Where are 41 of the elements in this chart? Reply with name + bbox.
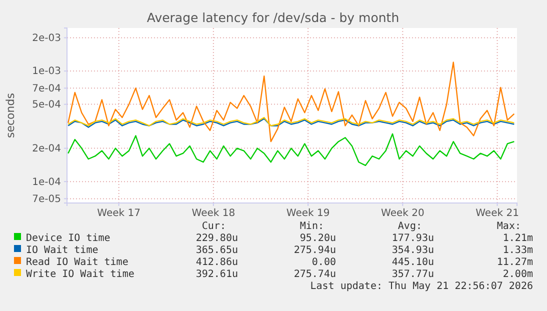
text: 0.00 bbox=[312, 257, 336, 268]
y-tick-label: 7e-04 bbox=[32, 83, 61, 94]
y-tick-label: 7e-05 bbox=[32, 194, 61, 205]
text: 357.77u bbox=[392, 269, 434, 280]
y-axis-title: seconds bbox=[4, 92, 17, 138]
text: 177.93u bbox=[392, 233, 434, 244]
text: 2.00m bbox=[502, 269, 533, 280]
line-series bbox=[68, 133, 515, 166]
text: 95.20u bbox=[300, 233, 336, 244]
text: Min: bbox=[300, 221, 324, 232]
y-tick-label: 2e-04 bbox=[32, 143, 61, 154]
text: Max: bbox=[496, 221, 521, 232]
legend-label: IO Wait time bbox=[26, 245, 98, 256]
text: 1.33m bbox=[502, 245, 533, 256]
line-series bbox=[68, 62, 515, 142]
y-tick-label: 1e-03 bbox=[32, 66, 61, 78]
legend-label: Read IO Wait time bbox=[26, 257, 128, 268]
text: Last update: Thu May 21 22:56:07 2026 bbox=[310, 281, 533, 292]
y-tick-label: 2e-03 bbox=[32, 32, 61, 44]
y-tick-label: 1e-04 bbox=[32, 176, 61, 188]
text: 412.86u bbox=[196, 257, 238, 268]
text: 1.21m bbox=[502, 233, 533, 244]
chart-title: Average latency for /dev/sda - by month bbox=[146, 10, 400, 25]
text: 275.94u bbox=[294, 245, 336, 256]
x-tick-label: Week 19 bbox=[286, 208, 330, 220]
text: 275.74u bbox=[294, 269, 336, 280]
text: 392.61u bbox=[196, 269, 238, 280]
text: 229.80u bbox=[196, 233, 238, 244]
legend-label: Device IO time bbox=[26, 233, 110, 244]
text: 445.10u bbox=[392, 257, 434, 268]
text: Avg: bbox=[398, 221, 422, 232]
text: 354.93u bbox=[392, 245, 434, 256]
x-tick-label: Week 18 bbox=[192, 208, 236, 220]
legend-label: Write IO Wait time bbox=[26, 269, 134, 280]
x-tick-label: Week 20 bbox=[381, 208, 424, 220]
text: Cur: bbox=[202, 221, 226, 232]
x-tick-label: Week 21 bbox=[476, 208, 519, 220]
x-tick-label: Week 17 bbox=[97, 208, 140, 220]
text: 11.27m bbox=[496, 257, 533, 268]
y-tick-label: 5e-04 bbox=[32, 100, 61, 110]
text: 365.65u bbox=[196, 245, 238, 256]
